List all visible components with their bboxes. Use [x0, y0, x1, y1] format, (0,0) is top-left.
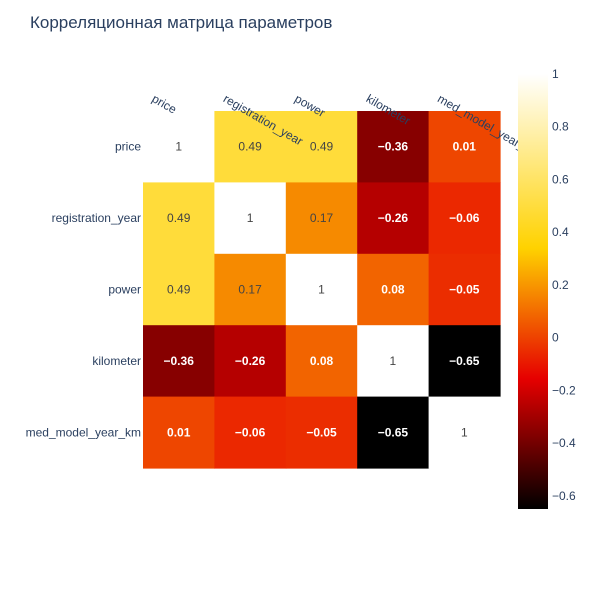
heatmap-cell-med-model-year-km-med-model-year-km [428, 396, 501, 469]
cell-value-label: 0.49 [167, 283, 191, 297]
heatmap-cell-kilometer-registration-year [214, 325, 287, 398]
heatmap-cell-price-price [143, 111, 215, 183]
heatmap-cell-kilometer-power [285, 325, 358, 398]
y-tick-price: price [115, 140, 141, 154]
cell-value-label: 0.49 [238, 140, 262, 154]
heatmap-cells [143, 111, 501, 469]
cell-value-label: 0.49 [167, 211, 191, 225]
cell-value-label: 1 [390, 354, 397, 368]
colorbar-tick-label: 0.6 [552, 172, 569, 186]
heatmap-cell-power-med-model-year-km [428, 253, 501, 326]
cell-value-label: 1 [175, 140, 182, 154]
heatmap-cell-power-registration-year [214, 253, 287, 326]
cell-value-label: −0.26 [235, 354, 266, 368]
y-tick-registration-year: registration_year [52, 211, 141, 225]
cell-value-label: 0.08 [310, 354, 334, 368]
colorbar-tick-label: 0 [552, 331, 559, 345]
heatmap-cell-med-model-year-km-power [285, 396, 358, 469]
heatmap-cell-registration-year-registration-year [214, 182, 287, 255]
heatmap-cell-power-kilometer [357, 253, 430, 326]
y-tick-med-model-year-km: med_model_year_km [26, 425, 141, 439]
heatmap-cell-registration-year-med-model-year-km [428, 182, 501, 255]
colorbar-tick-label: 1 [552, 67, 559, 81]
colorbar-tick-label: 0.8 [552, 120, 569, 134]
cell-value-label: 1 [247, 211, 254, 225]
heatmap-cell-power-price [143, 253, 215, 326]
heatmap-cell-kilometer-kilometer [357, 325, 430, 398]
heatmap-cell-kilometer-price [143, 325, 215, 398]
colorbar-gradient [518, 74, 548, 509]
heatmap-cell-price-registration-year [214, 111, 287, 183]
cell-value-label: −0.36 [378, 140, 409, 154]
heatmap-cell-price-kilometer [357, 111, 430, 183]
cell-value-labels: 1 0.49 0.49 −0.36 0.01 0.49 1 0.17 −0.26 −0.06 0.4… [164, 140, 480, 440]
cell-value-label: 0.08 [381, 283, 405, 297]
colorbar-tick-label: 0.2 [552, 278, 569, 292]
cell-value-label: −0.06 [235, 425, 266, 439]
heatmap-cell-med-model-year-km-kilometer [357, 396, 430, 469]
colorbar-tick-label: −0.6 [552, 489, 576, 503]
heatmap-cell-med-model-year-km-price [143, 396, 215, 469]
heatmap-cell-kilometer-med-model-year-km [428, 325, 501, 398]
heatmap-cell-registration-year-power [285, 182, 358, 255]
cell-value-label: 0.17 [238, 283, 262, 297]
colorbar: 1 0.8 0.6 0.4 0.2 0 −0.2 −0.4 −0.6 [518, 67, 576, 509]
cell-value-label: −0.05 [449, 283, 480, 297]
heatmap-cell-registration-year-price [143, 182, 215, 255]
colorbar-tick-label: −0.4 [552, 436, 576, 450]
colorbar-tick-label: 0.4 [552, 225, 569, 239]
cell-value-label: 0.49 [310, 140, 334, 154]
heatmap-cell-power-power [285, 253, 358, 326]
cell-value-label: 0.01 [167, 425, 191, 439]
cell-value-label: −0.06 [449, 211, 480, 225]
cell-value-label: 1 [318, 283, 325, 297]
heatmap-cell-med-model-year-km-registration-year [214, 396, 287, 469]
cell-value-label: −0.65 [449, 354, 480, 368]
heatmap-cell-price-med-model-year-km [428, 111, 501, 183]
cell-value-label: 0.17 [310, 211, 334, 225]
cell-value-label: 0.01 [453, 140, 477, 154]
cell-value-label: −0.05 [306, 425, 337, 439]
cell-value-label: −0.36 [164, 354, 195, 368]
y-tick-power: power [108, 283, 141, 297]
cell-value-label: −0.65 [378, 425, 409, 439]
cell-value-label: −0.26 [378, 211, 409, 225]
cell-value-label: 1 [461, 425, 468, 439]
heatmap-cell-price-power [285, 111, 358, 183]
chart-title: Корреляционная матрица параметров [30, 13, 333, 32]
y-tick-kilometer: kilometer [92, 354, 141, 368]
colorbar-tick-label: −0.2 [552, 383, 576, 397]
heatmap-cell-registration-year-kilometer [357, 182, 430, 255]
